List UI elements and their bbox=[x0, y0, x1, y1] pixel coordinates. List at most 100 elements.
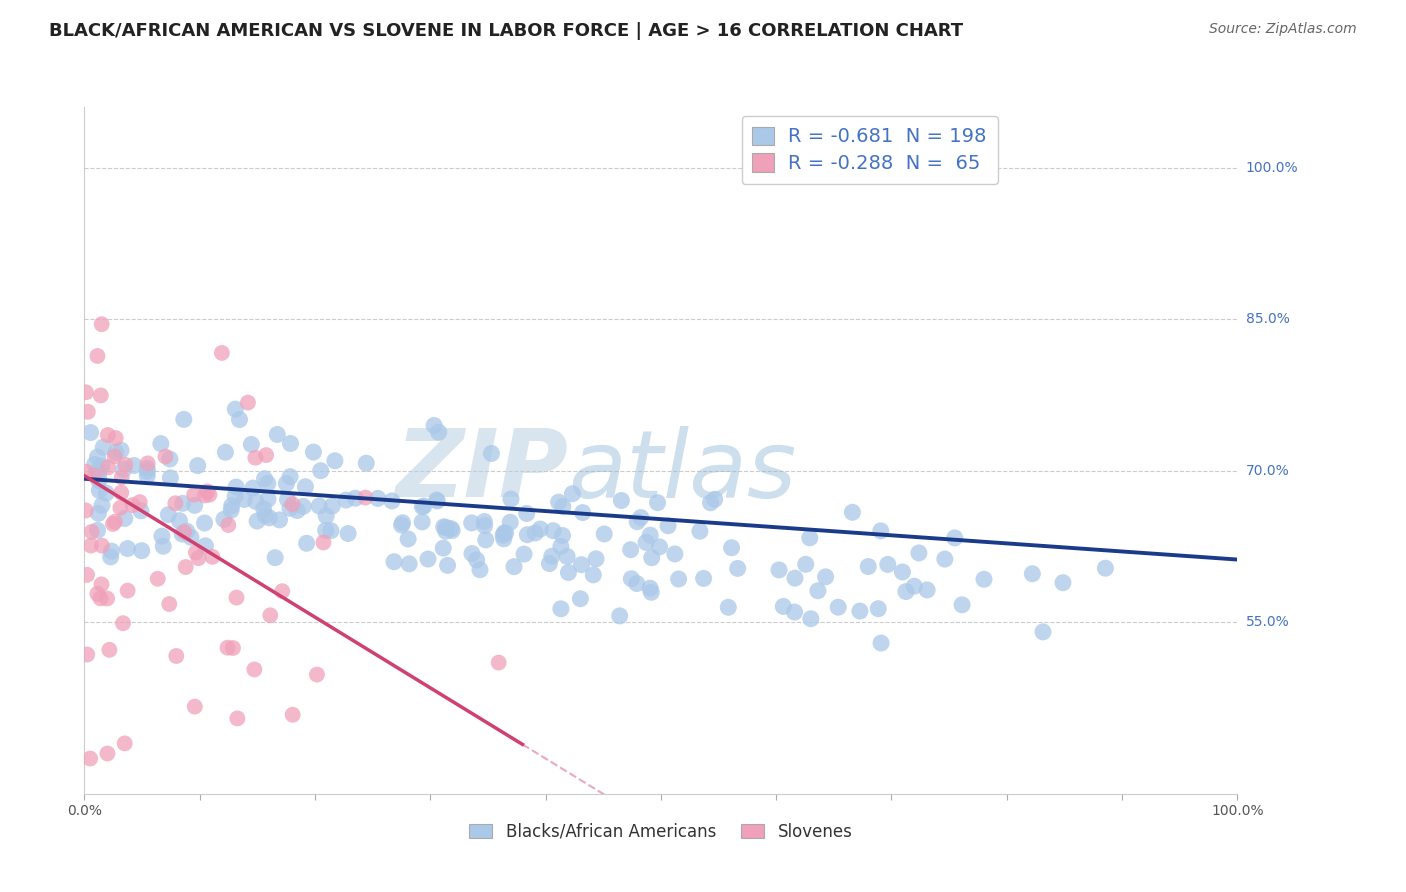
Point bbox=[943, 531, 966, 545]
Point bbox=[149, 436, 172, 450]
Point bbox=[550, 602, 572, 616]
Point bbox=[87, 506, 110, 520]
Point bbox=[159, 452, 181, 467]
Point bbox=[187, 551, 209, 566]
Point bbox=[75, 465, 97, 479]
Point bbox=[90, 591, 112, 606]
Point bbox=[294, 480, 316, 494]
Point bbox=[876, 558, 898, 572]
Text: 55.0%: 55.0% bbox=[1246, 615, 1289, 629]
Point bbox=[211, 346, 233, 360]
Point bbox=[104, 515, 127, 529]
Point bbox=[217, 640, 239, 655]
Point bbox=[398, 557, 420, 571]
Point bbox=[499, 516, 522, 530]
Point bbox=[412, 499, 434, 513]
Point bbox=[157, 508, 180, 522]
Point bbox=[97, 460, 120, 475]
Point bbox=[114, 458, 136, 472]
Point bbox=[309, 464, 332, 478]
Point bbox=[308, 499, 330, 513]
Point bbox=[648, 540, 671, 554]
Point bbox=[849, 604, 872, 618]
Point bbox=[121, 498, 143, 512]
Point bbox=[110, 443, 132, 458]
Point bbox=[96, 747, 118, 761]
Point bbox=[280, 436, 302, 450]
Point bbox=[225, 480, 247, 494]
Point bbox=[640, 585, 662, 599]
Point bbox=[243, 662, 266, 676]
Point bbox=[934, 552, 956, 566]
Point bbox=[538, 557, 561, 571]
Point bbox=[195, 484, 218, 499]
Point bbox=[689, 524, 711, 539]
Point bbox=[319, 524, 342, 538]
Point bbox=[212, 512, 235, 526]
Point bbox=[159, 471, 181, 485]
Point bbox=[254, 448, 277, 462]
Point bbox=[254, 508, 277, 523]
Point bbox=[620, 572, 643, 586]
Text: BLACK/AFRICAN AMERICAN VS SLOVENE IN LABOR FORCE | AGE > 16 CORRELATION CHART: BLACK/AFRICAN AMERICAN VS SLOVENE IN LAB… bbox=[49, 22, 963, 40]
Point bbox=[571, 506, 593, 520]
Point bbox=[146, 572, 169, 586]
Point bbox=[626, 515, 648, 529]
Point bbox=[337, 526, 360, 541]
Point bbox=[305, 667, 328, 681]
Point bbox=[335, 493, 357, 508]
Point bbox=[868, 601, 890, 615]
Point bbox=[112, 462, 135, 476]
Point bbox=[609, 608, 631, 623]
Point bbox=[950, 598, 973, 612]
Point bbox=[89, 483, 111, 498]
Point bbox=[266, 427, 288, 442]
Point bbox=[524, 526, 547, 541]
Point bbox=[807, 583, 830, 598]
Point bbox=[903, 579, 925, 593]
Point bbox=[772, 599, 794, 614]
Text: Source: ZipAtlas.com: Source: ZipAtlas.com bbox=[1209, 22, 1357, 37]
Point bbox=[474, 518, 496, 533]
Point bbox=[344, 491, 367, 506]
Point bbox=[411, 500, 433, 514]
Point bbox=[277, 492, 299, 507]
Point bbox=[321, 499, 343, 513]
Point bbox=[551, 500, 574, 514]
Point bbox=[426, 494, 449, 508]
Point bbox=[302, 445, 325, 459]
Point bbox=[1021, 566, 1043, 581]
Point bbox=[194, 488, 217, 502]
Point bbox=[354, 456, 377, 470]
Point bbox=[278, 469, 301, 483]
Point bbox=[226, 711, 249, 725]
Point bbox=[87, 468, 110, 483]
Point bbox=[80, 524, 103, 539]
Point bbox=[228, 412, 250, 426]
Point bbox=[461, 547, 484, 561]
Point bbox=[86, 587, 108, 601]
Point bbox=[426, 493, 449, 508]
Point bbox=[114, 736, 136, 750]
Point bbox=[285, 503, 308, 517]
Point bbox=[172, 527, 194, 541]
Point bbox=[90, 388, 112, 402]
Point bbox=[76, 648, 98, 662]
Point bbox=[101, 516, 124, 531]
Point bbox=[224, 402, 246, 417]
Point bbox=[110, 485, 132, 500]
Point bbox=[222, 640, 245, 655]
Point bbox=[75, 503, 97, 517]
Point bbox=[717, 600, 740, 615]
Point bbox=[460, 516, 482, 530]
Point bbox=[474, 533, 496, 547]
Point bbox=[569, 591, 592, 606]
Point bbox=[547, 495, 569, 509]
Point bbox=[516, 507, 538, 521]
Point bbox=[169, 514, 191, 528]
Point bbox=[488, 656, 510, 670]
Point bbox=[1032, 624, 1054, 639]
Point bbox=[245, 494, 267, 508]
Point bbox=[281, 497, 304, 511]
Point bbox=[86, 524, 108, 538]
